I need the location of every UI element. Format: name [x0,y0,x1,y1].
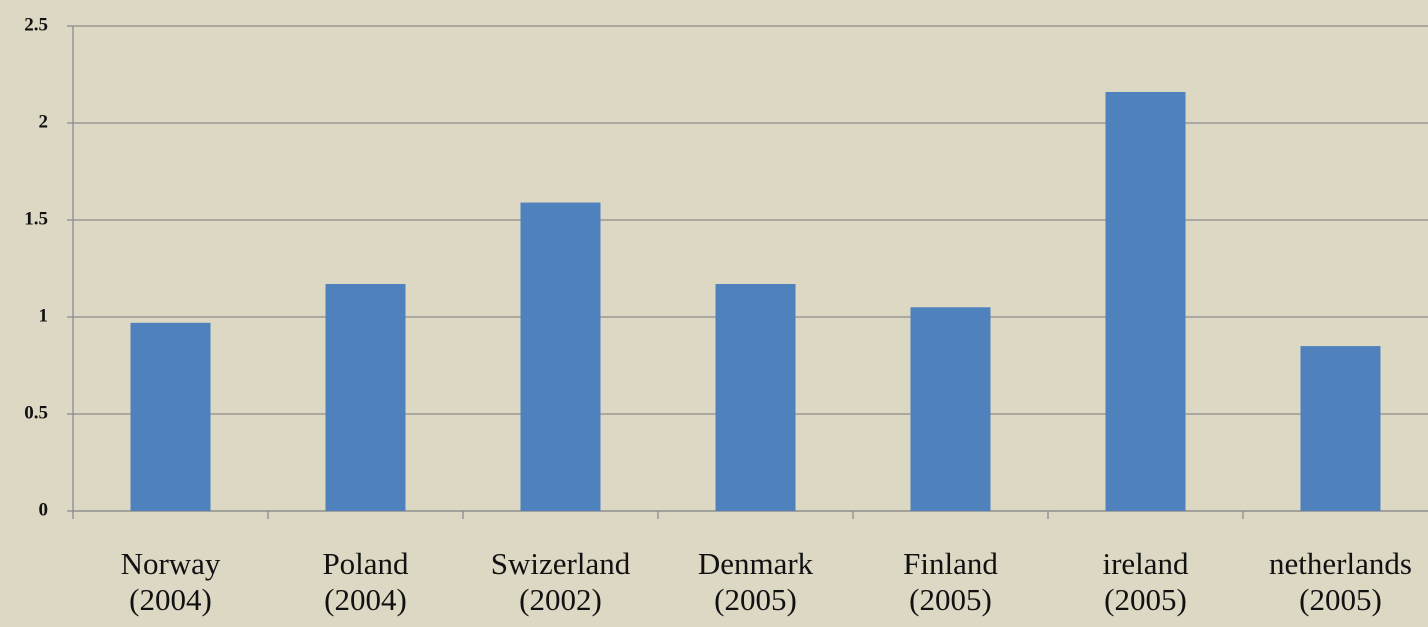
x-tick-label: Finland (2005) [903,546,998,617]
x-tick-label: Poland (2004) [322,546,409,617]
x-tick-label: Norway (2004) [120,546,221,617]
bar [520,202,601,512]
bar [715,284,796,511]
y-tick-label: 1 [39,305,49,326]
bar [910,307,991,511]
x-tick-label: Swizerland (2002) [490,546,631,617]
bar [1300,346,1381,511]
bar [130,322,211,511]
bar [325,284,406,511]
x-tick-label: netherlands (2005) [1269,546,1412,617]
y-tick-label: 2 [39,111,49,132]
y-tick-label: 1.5 [24,208,48,229]
bar [1105,91,1186,512]
x-tick-label: ireland (2005) [1102,546,1189,617]
y-tick-label: 2.5 [24,14,48,35]
y-tick-label: 0.5 [24,402,48,423]
y-tick-label: 0 [39,499,49,520]
x-tick-label: Denmark (2005) [697,546,814,617]
